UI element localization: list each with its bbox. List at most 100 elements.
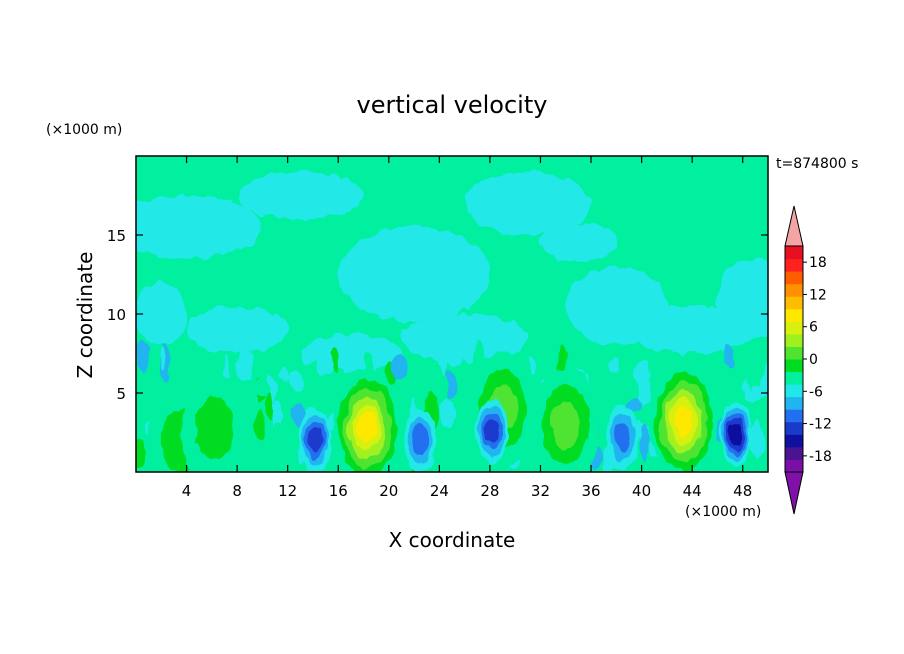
turbulent-cell: [254, 409, 266, 442]
colorbar-swatch: [785, 459, 803, 473]
turbulent-cell: [288, 373, 305, 394]
colorbar-swatch: [785, 396, 803, 410]
chart-title: vertical velocity: [357, 91, 548, 119]
plot-field: [136, 156, 768, 472]
colorbar-swatch: [785, 421, 803, 435]
turbulent-cell: [440, 398, 456, 428]
turbulent-cell: [278, 368, 290, 382]
upper-patch: [186, 306, 288, 354]
turbulent-cell: [437, 428, 444, 449]
x-tick-label: 4: [182, 482, 192, 500]
y-axis-label: Z coordinate: [73, 252, 97, 379]
upper-patch: [464, 171, 592, 235]
turbulent-cell: [546, 348, 555, 377]
turbulent-cell: [446, 372, 457, 399]
colorbar-tick-label: 6: [809, 320, 818, 336]
turbulent-cell: [235, 348, 254, 381]
colorbar-tick-label: -6: [809, 384, 823, 400]
y-tick-label: 15: [107, 227, 126, 245]
colorbar-swatch: [785, 321, 803, 335]
colorbar-swatch: [785, 384, 803, 398]
upper-patch: [136, 195, 263, 259]
turbulent-cell: [640, 424, 649, 463]
turbulent-cell: [392, 354, 409, 380]
turbulent-cell: [608, 359, 621, 376]
turbulent-cell: [722, 344, 734, 368]
colorbar-swatch: [785, 434, 803, 448]
contour-level: [674, 406, 693, 437]
x-tick-label: 8: [232, 482, 242, 500]
colorbar-swatch: [785, 333, 803, 347]
contour-level: [308, 427, 323, 454]
upper-patch: [628, 306, 756, 354]
colorbar-top-arrow: [784, 205, 804, 247]
colorbar-swatch: [785, 446, 803, 460]
x-tick-label: 36: [581, 482, 600, 500]
x-tick-label: 32: [531, 482, 550, 500]
turbulent-cell: [315, 353, 334, 377]
time-label: t=874800 s: [776, 156, 858, 172]
colorbar: 18 12 6 0 -6 -12 -18: [784, 205, 832, 515]
turbulent-cell: [242, 386, 259, 417]
x-tick-label: 16: [329, 482, 348, 500]
y-axis: 5 10 15: [107, 227, 768, 403]
turbulent-cell: [626, 398, 643, 412]
turbulent-cell: [158, 348, 165, 372]
turbulent-cell: [757, 349, 766, 381]
colorbar-swatch: [785, 308, 803, 322]
turbulent-cell: [136, 438, 147, 468]
turbulent-cell: [751, 419, 765, 459]
x-tick-label: 40: [632, 482, 651, 500]
colorbar-swatch: [785, 246, 803, 260]
x-axis: 4 8 12 16 20 24 28 32 36 40 44 48: [182, 156, 752, 500]
turbulent-cell: [284, 395, 295, 433]
contour-level: [412, 425, 429, 456]
contour-level: [551, 401, 580, 448]
colorbar-tick-label: -12: [809, 417, 832, 433]
turbulent-cell: [429, 363, 445, 402]
x-tick-label: 28: [480, 482, 499, 500]
contour-level: [485, 418, 500, 444]
y-tick-label: 5: [116, 385, 126, 403]
turbulent-cell: [265, 389, 273, 422]
turbulent-cell: [633, 359, 649, 388]
contour-layer: [136, 156, 768, 472]
upper-patch: [136, 282, 187, 346]
colorbar-tick-label: 12: [809, 287, 827, 303]
upper-patch: [540, 223, 617, 262]
colorbar-tick-label: -18: [809, 449, 832, 465]
contour-level: [730, 422, 743, 446]
colorbar-swatch: [785, 346, 803, 360]
y-tick-label: 10: [107, 306, 126, 324]
colorbar-swatch: [785, 371, 803, 385]
colorbar-tick-label: 0: [809, 352, 818, 368]
x-tick-label: 48: [733, 482, 752, 500]
upper-patch: [237, 171, 364, 220]
colorbar-swatch: [785, 409, 803, 423]
y-unit-label: (×1000 m): [46, 122, 122, 138]
turbulent-cell: [363, 350, 375, 375]
turbulent-cell: [440, 424, 455, 462]
turbulent-cell: [527, 354, 535, 374]
x-axis-label: X coordinate: [389, 528, 516, 552]
x-unit-label: (×1000 m): [685, 504, 761, 520]
contour-level: [614, 422, 631, 452]
turbulent-cell: [573, 346, 584, 371]
x-tick-label: 44: [683, 482, 702, 500]
colorbar-swatch: [785, 283, 803, 297]
contour-level: [358, 413, 377, 443]
upper-patch: [401, 314, 528, 362]
colorbar-tick-label: 18: [809, 255, 827, 271]
turbulent-cell: [694, 356, 707, 374]
turbulent-cell: [750, 385, 762, 402]
colorbar-swatch: [785, 258, 803, 272]
turbulent-cell: [272, 421, 286, 446]
colorbar-bottom-arrow: [784, 471, 804, 515]
colorbar-swatch: [785, 271, 803, 285]
turbulent-cell: [254, 377, 269, 397]
x-tick-label: 24: [430, 482, 449, 500]
upper-patch: [338, 227, 490, 322]
turbulent-cell: [186, 348, 194, 379]
turbulent-cell: [136, 340, 151, 375]
